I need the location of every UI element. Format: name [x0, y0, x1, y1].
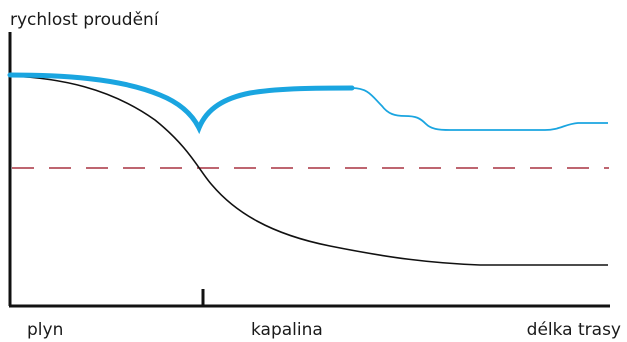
y-axis-label: rychlost proudění [10, 10, 159, 30]
black-curve [9, 75, 608, 266]
x-label-liquid: kapalina [251, 320, 323, 340]
x-label-gas: plyn [27, 320, 64, 340]
blue-curve-thick [7, 72, 355, 135]
x-axis-label: délka trasy [526, 320, 621, 340]
blue-curve-thin [351, 87, 608, 131]
